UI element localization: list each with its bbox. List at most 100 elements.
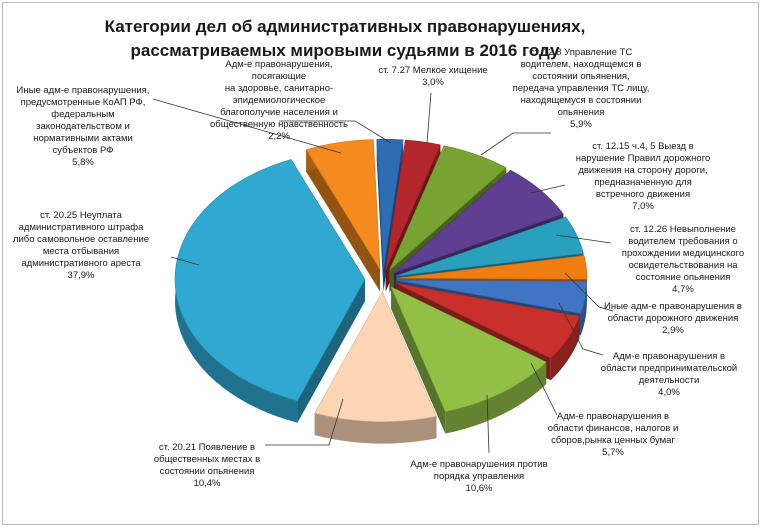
slice-category-label-line: водителем требования о bbox=[628, 236, 737, 247]
slice-category-label-line: законодательством и bbox=[36, 121, 130, 132]
leader-line-11 bbox=[170, 256, 200, 266]
slice-wall bbox=[297, 279, 366, 423]
slice-value-label: 3,0% bbox=[422, 77, 444, 88]
slice-category-label-line: состояние опьянения bbox=[636, 272, 731, 283]
slice-category-label-line: встречного движения bbox=[596, 189, 690, 200]
leader-line-1 bbox=[279, 120, 392, 144]
chart-title-line-2: рассматриваемых мировыми судьями в 2016 … bbox=[131, 41, 561, 60]
slice-category-label-line: Адм-е правонарушения в bbox=[557, 411, 669, 422]
slice-category-label-line: либо самовольное оставление bbox=[13, 234, 149, 245]
slice-category-label-line: находящемуся в состоянии bbox=[521, 95, 642, 106]
slice-top-face bbox=[396, 255, 588, 280]
slice-wall bbox=[306, 149, 380, 292]
slice-category-label-line: благополучие населения и bbox=[220, 107, 338, 118]
slice-label-4: ст. 12.15 ч.4, 5 Выезд в нарушение Правил… bbox=[576, 141, 710, 212]
pie-slice-11 bbox=[174, 159, 366, 423]
slice-top-face bbox=[390, 286, 547, 412]
pie-slice-12 bbox=[305, 139, 381, 292]
slice-label-7: Адм-е правонарушения в области предприним… bbox=[601, 351, 737, 398]
slice-label-6: Иные адм-е правонарушения в области дорож… bbox=[604, 301, 742, 336]
leader-line-10 bbox=[265, 398, 344, 446]
slice-top-face bbox=[314, 290, 437, 422]
leader-line-6 bbox=[564, 272, 614, 312]
slice-category-label-line: посягающие bbox=[252, 71, 306, 82]
slice-category-label-line: ст. 20.21 Появление в bbox=[159, 442, 255, 453]
slice-category-label-line: освидетельствования на bbox=[628, 260, 738, 271]
slice-label-9: Адм-е правонарушения против порядка управ… bbox=[410, 459, 547, 494]
slice-category-label-line: места отбывания bbox=[43, 246, 119, 257]
leader-line-8 bbox=[530, 362, 558, 416]
slice-value-label: 10,4% bbox=[194, 478, 221, 489]
slice-category-label-line: предусмотренные КоАП РФ, bbox=[21, 97, 146, 108]
slice-category-label-line: Адм-е правонарушения в bbox=[613, 351, 725, 362]
slice-top-face bbox=[393, 169, 564, 274]
slice-category-label-line: прохождении медицинского bbox=[622, 248, 744, 259]
slice-category-label-line: состоянии опьянения bbox=[160, 466, 255, 477]
slice-category-label-line: ст. 12.8 Управление ТС bbox=[530, 47, 633, 58]
slice-top-face bbox=[389, 145, 507, 271]
leader-line-5 bbox=[555, 234, 612, 244]
slice-category-label-line: административного штрафа bbox=[19, 222, 144, 233]
pie-chart: Адм-е правонарушения, посягающие на здоров… bbox=[13, 17, 744, 494]
slice-wall bbox=[391, 286, 446, 434]
slice-label-3: ст. 12.8 Управление ТС водителем, находящ… bbox=[513, 47, 650, 130]
slice-top-face bbox=[305, 139, 381, 270]
slice-category-label-line: состоянии опьянения, bbox=[532, 71, 629, 82]
slice-value-label: 5,7% bbox=[602, 447, 624, 458]
slice-category-label-line: деятельности bbox=[639, 375, 700, 386]
slice-value-label: 7,0% bbox=[632, 201, 654, 212]
slice-value-label: 4,0% bbox=[658, 387, 680, 398]
pie-slice-10 bbox=[314, 290, 437, 444]
slice-top-face bbox=[385, 139, 441, 270]
slice-category-label-line: области дорожного движения bbox=[608, 313, 739, 324]
slice-category-label-line: ст. 12.26 Невыполнение bbox=[630, 224, 736, 235]
slice-category-label-line: движения на сторону дороги, bbox=[578, 165, 707, 176]
slice-category-label-line: ст. 12.15 ч.4, 5 Выезд в bbox=[592, 141, 693, 152]
slice-value-label: 2,9% bbox=[662, 325, 684, 336]
slice-value-label: 10,6% bbox=[466, 483, 493, 494]
slice-label-11: ст. 20.25 Неуплата административного штра… bbox=[13, 210, 149, 281]
slice-label-8: Адм-е правонарушения в области финансов, … bbox=[548, 411, 679, 458]
slice-labels: Адм-е правонарушения, посягающие на здоров… bbox=[13, 47, 744, 494]
leader-line-12 bbox=[152, 98, 342, 154]
slice-top-face bbox=[396, 216, 584, 277]
slice-category-label-line: Иные адм-е правонарушения в bbox=[604, 301, 742, 312]
slice-top-face bbox=[395, 282, 580, 359]
slice-outer-wall bbox=[550, 316, 580, 381]
slice-category-label-line: нормативными актами bbox=[33, 133, 133, 144]
slice-label-1: Адм-е правонарушения, посягающие на здоров… bbox=[210, 59, 348, 142]
slice-category-label-line: опьянения bbox=[558, 107, 605, 118]
leader-line-9 bbox=[486, 394, 490, 454]
slice-category-label-line: федеральным bbox=[51, 109, 114, 120]
leader-lines bbox=[152, 92, 614, 454]
slice-value-label: 2,2% bbox=[268, 131, 290, 142]
slice-category-label-line: нарушение Правил дорожного bbox=[576, 153, 710, 164]
slice-category-label-line: сборов,рынка ценных бумаг bbox=[551, 435, 675, 446]
slice-category-label-line: Иные адм-е правонарушения, bbox=[17, 85, 150, 96]
slice-label-2: ст. 7.27 Мелкое хищение 3,0% bbox=[378, 65, 487, 88]
slice-category-label-line: передача управления ТС лицу, bbox=[513, 83, 650, 94]
slice-value-label: 4,7% bbox=[672, 284, 694, 295]
slice-category-label-line: Адм-е правонарушения против bbox=[410, 459, 547, 470]
slice-category-label-line: на здоровье, санитарно- bbox=[225, 83, 333, 94]
slice-category-label-line: ст. 7.27 Мелкое хищение bbox=[378, 65, 487, 76]
slice-category-label-line: области финансов, налогов и bbox=[548, 423, 679, 434]
slice-top-face bbox=[376, 138, 404, 270]
slice-value-label: 5,9% bbox=[570, 119, 592, 130]
leader-line-2 bbox=[426, 92, 432, 144]
chart-title: Категории дел об административных правон… bbox=[105, 17, 586, 60]
pie-slice-9 bbox=[390, 286, 547, 434]
leader-line-4 bbox=[530, 184, 566, 194]
leader-line-7 bbox=[558, 302, 604, 356]
slice-category-label-line: порядка управления bbox=[434, 471, 524, 482]
slice-label-12: Иные адм-е правонарушения, предусмотренны… bbox=[17, 85, 150, 168]
slice-category-label-line: общественную нравственность bbox=[210, 119, 348, 130]
slice-category-label-line: общественных местах в bbox=[154, 454, 260, 465]
slice-category-label-line: водителем, находящемся в bbox=[521, 59, 642, 70]
slice-category-label-line: области предпринимательской bbox=[601, 363, 737, 374]
slices-layer bbox=[174, 138, 588, 444]
slice-category-label-line: эпидемиологическое bbox=[233, 95, 326, 106]
slice-category-label-line: субъектов РФ bbox=[53, 145, 114, 156]
slice-outer-wall bbox=[445, 362, 547, 434]
